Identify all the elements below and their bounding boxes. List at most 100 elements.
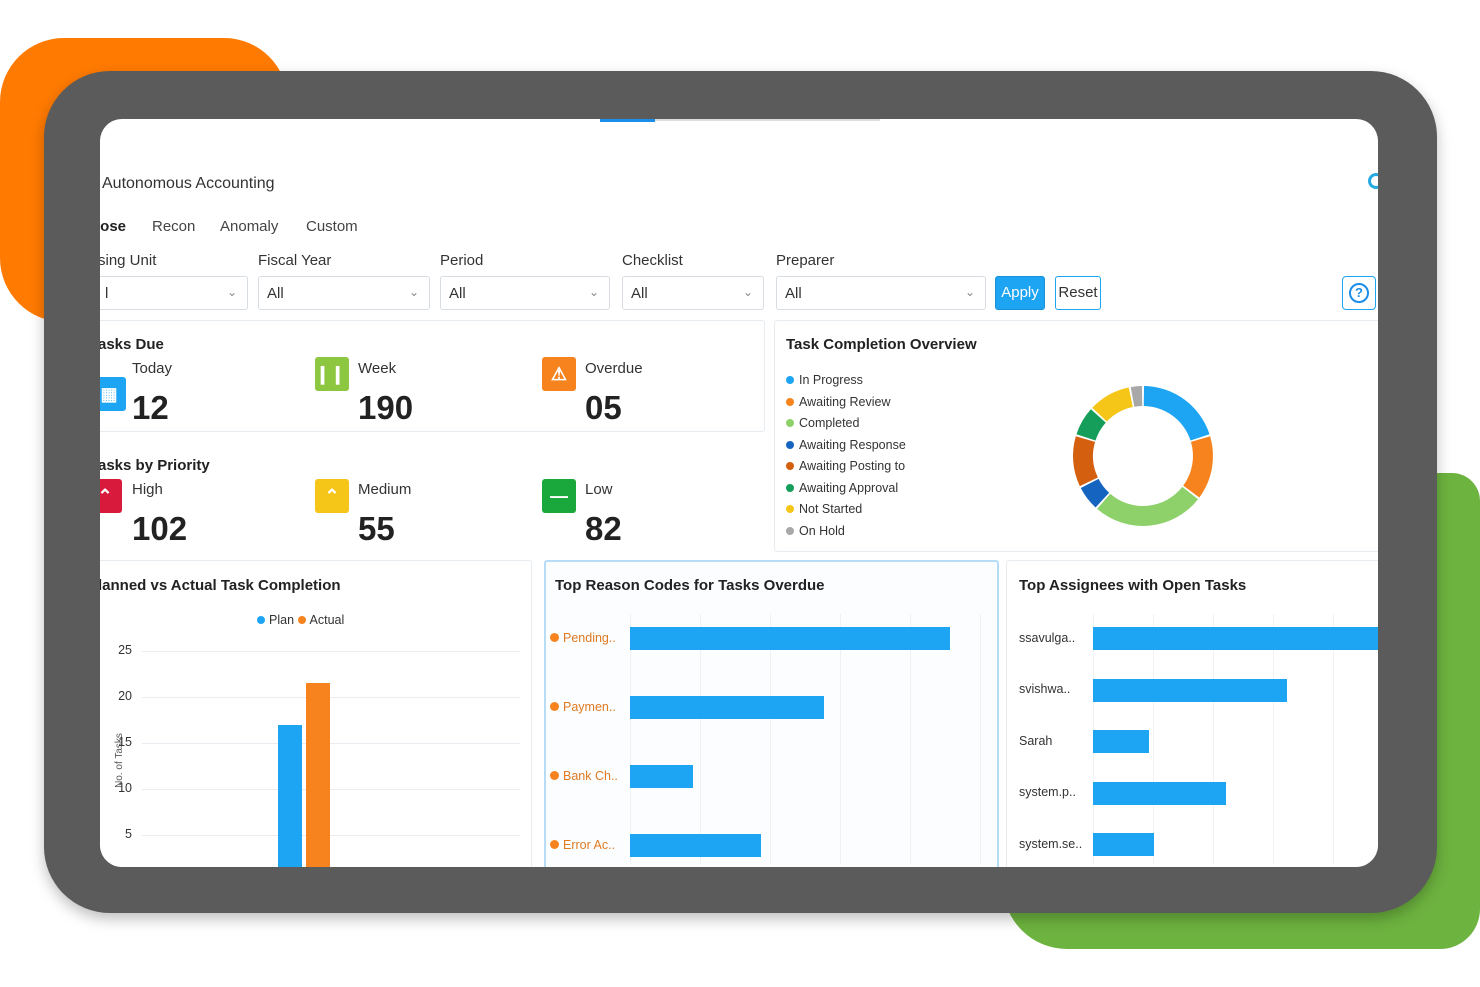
reason-codes-title: Top Reason Codes for Tasks Overdue — [555, 577, 825, 594]
gridline — [1213, 614, 1214, 864]
gridline — [980, 614, 981, 864]
reset-button[interactable]: Reset — [1055, 276, 1101, 310]
gridline — [142, 789, 520, 790]
legend-swatch — [786, 483, 794, 492]
legend-item: Awaiting Review — [786, 395, 890, 409]
donut-slice-not-started[interactable] — [1092, 387, 1133, 422]
kpi-medium-label: Medium — [358, 481, 412, 498]
category-text: Sarah — [1019, 733, 1053, 748]
app-title: Autonomous Accounting — [102, 175, 275, 192]
y-tick-label: 20 — [118, 689, 132, 703]
donut-slice-completed[interactable] — [1097, 486, 1199, 526]
category-text: svishwa.. — [1019, 682, 1071, 696]
legend-swatch — [786, 419, 794, 427]
legend-label: Completed — [799, 416, 860, 430]
category-label: Paymen.. — [550, 700, 616, 714]
legend-label: Awaiting Response — [799, 437, 906, 452]
kpi-overdue-label: Overdue — [585, 360, 643, 377]
apply-button[interactable]: Apply — [995, 276, 1045, 310]
help-button[interactable]: ? — [1342, 276, 1376, 310]
gridline — [630, 614, 631, 864]
category-dot — [550, 701, 559, 711]
legend-swatch — [786, 462, 794, 470]
tasks-due-panel — [100, 320, 765, 432]
category-text: Error Ac.. — [563, 837, 616, 852]
legend-swatch — [786, 397, 794, 406]
brand-logo-icon — [1368, 173, 1378, 189]
donut-slice-on-hold[interactable] — [1130, 386, 1143, 407]
kpi-low-label: Low — [585, 481, 613, 498]
donut-slice-awaiting-review[interactable] — [1183, 436, 1213, 498]
donut-slice-in-progress[interactable] — [1143, 386, 1210, 441]
legend-item: Awaiting Approval — [786, 481, 898, 495]
category-text: Bank Ch.. — [563, 768, 618, 783]
donut-slice-awaiting-response[interactable] — [1080, 478, 1110, 508]
plan-actual-legend: Plan Actual — [257, 613, 344, 627]
week-bars-icon: ❙❙❙ — [315, 357, 360, 391]
filter-period-select[interactable]: All ⌄ — [440, 276, 610, 310]
select-value: l — [105, 285, 109, 302]
minus-icon: — — [542, 479, 576, 513]
kpi-today-label: Today — [132, 360, 173, 377]
gridline — [840, 614, 841, 864]
gridline — [910, 614, 911, 864]
category-dot — [550, 632, 559, 642]
completion-overview-panel — [774, 320, 1378, 552]
legend-swatch — [786, 376, 794, 384]
category-text: Pending.. — [563, 630, 616, 645]
donut-slice-awaiting-posting-to[interactable] — [1073, 436, 1098, 487]
legend-swatch — [786, 505, 794, 513]
tab-custom[interactable]: Custom — [306, 218, 358, 235]
assignees-panel — [1006, 560, 1378, 867]
kpi-overdue-value: 05 — [585, 389, 622, 426]
select-value: All — [785, 285, 802, 302]
gridline — [770, 614, 771, 864]
legend-swatch — [786, 526, 794, 535]
double-chevron-up-icon: ⌃ — [100, 479, 122, 513]
category-label: system.p.. — [1019, 785, 1076, 799]
kpi-medium-value: 55 — [358, 510, 395, 547]
bar — [1093, 730, 1150, 753]
gridline — [142, 835, 520, 836]
legend-item: Awaiting Posting to — [786, 459, 905, 473]
kpi-week-label: Week — [358, 360, 397, 377]
assignees-title: Top Assignees with Open Tasks — [1019, 577, 1247, 594]
legend-actual: Actual — [297, 613, 344, 627]
legend-label: On Hold — [799, 523, 845, 538]
tablet-screen: Autonomous Accounting lose Recon Anomaly… — [100, 119, 1378, 867]
legend-item: On Hold — [786, 524, 845, 538]
filter-period-label: Period — [440, 252, 484, 269]
chevron-down-icon: ⌄ — [588, 285, 599, 299]
completion-donut-chart — [1073, 386, 1213, 526]
bar — [1093, 627, 1378, 650]
tab-recon[interactable]: Recon — [152, 218, 196, 235]
filter-preparer-select[interactable]: All ⌄ — [776, 276, 986, 310]
tab-close[interactable]: lose — [100, 218, 127, 235]
tab-anomaly[interactable]: Anomaly — [220, 218, 279, 235]
filter-preparer-label: Preparer — [776, 252, 835, 269]
gridline — [142, 697, 520, 698]
bar-plan — [278, 724, 302, 867]
category-label: Sarah — [1019, 734, 1052, 748]
category-label: Pending.. — [550, 631, 616, 645]
filter-checklist-select[interactable]: All ⌄ — [622, 276, 764, 310]
kpi-high-label: High — [132, 481, 163, 498]
bar-actual — [306, 683, 330, 867]
bar — [1093, 781, 1226, 805]
bar — [630, 834, 762, 857]
y-tick-label: 15 — [118, 735, 132, 749]
filter-business-unit-select[interactable]: l ⌄ — [100, 276, 248, 310]
category-label: system.se.. — [1019, 837, 1082, 851]
plan-actual-title: lanned vs Actual Task Completion — [100, 577, 341, 594]
bar — [630, 696, 825, 719]
chevron-down-icon: ⌄ — [226, 285, 237, 299]
legend-label: Awaiting Posting to — [799, 459, 906, 473]
category-label: Error Ac.. — [550, 838, 615, 852]
category-dot — [550, 839, 559, 849]
donut-slice-awaiting-approval[interactable] — [1076, 409, 1106, 441]
legend-item: In Progress — [786, 373, 863, 387]
filter-fiscal-year-select[interactable]: All ⌄ — [258, 276, 430, 310]
select-value: All — [267, 285, 284, 302]
category-text: ssavulga.. — [1019, 630, 1076, 645]
category-text: system.se.. — [1019, 836, 1083, 851]
